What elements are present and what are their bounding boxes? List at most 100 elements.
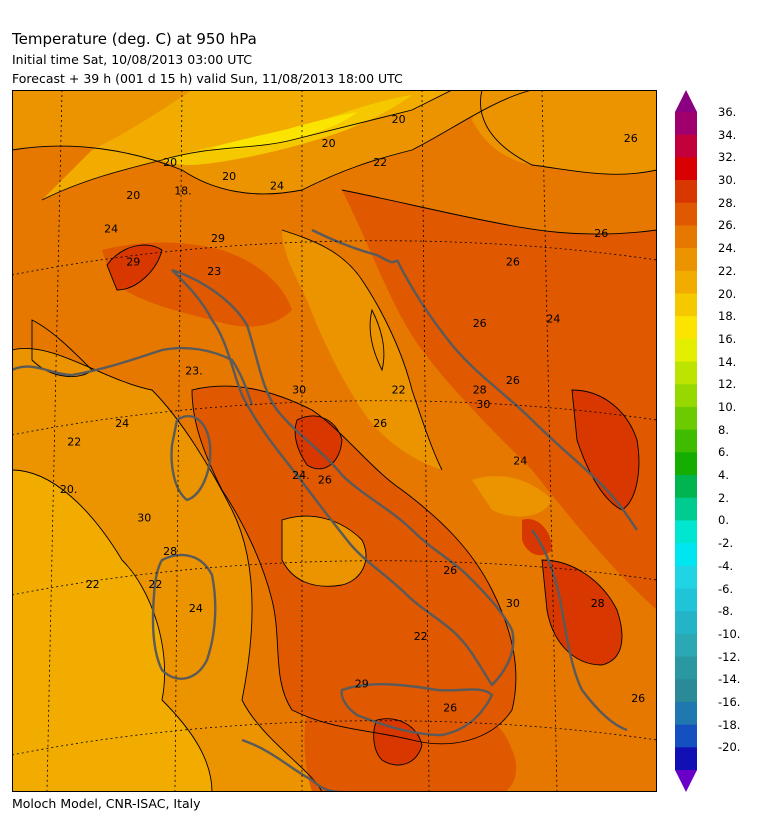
colorbar-label: 18.	[718, 309, 737, 324]
contour-label: 29	[355, 678, 369, 691]
contour-label: 26	[473, 317, 487, 330]
contour-label: 29	[211, 232, 225, 245]
contour-label: 22	[86, 578, 100, 591]
colorbar-label: 14.	[718, 354, 737, 369]
colorbar-cell	[675, 543, 697, 567]
colorbar-label: 34.	[718, 127, 737, 142]
contour-label: 24	[270, 180, 284, 193]
colorbar-label: -16.	[718, 694, 741, 709]
contour-label: 24	[115, 417, 129, 430]
coastline-adriatic-east	[395, 259, 638, 531]
colorbar-cell	[675, 656, 697, 680]
colorbar-label: -10.	[718, 626, 741, 641]
contour-label: 24	[513, 455, 527, 468]
contour-label: 26	[506, 256, 520, 269]
colorbar-cell	[675, 633, 697, 658]
colorbar-label: -6.	[718, 581, 734, 596]
contour-label: 24	[189, 602, 203, 615]
contour-label: 20	[392, 113, 406, 126]
contour-label: 26	[624, 132, 638, 145]
colorbar-cell	[675, 384, 697, 408]
colorbar-cell	[675, 112, 697, 136]
contour-label: 22	[67, 436, 81, 449]
contour-label: 23	[207, 265, 221, 278]
colorbar-cell	[675, 724, 697, 748]
colorbar-label: 8.	[718, 422, 729, 437]
contour-label: 26	[443, 564, 457, 577]
graticule	[12, 90, 657, 792]
colorbar-label: 16.	[718, 331, 737, 346]
colorbar-label: 24.	[718, 241, 737, 256]
colorbar-cell	[675, 270, 697, 295]
forecast-time: Forecast + 39 h (001 d 15 h) valid Sun, …	[12, 71, 403, 86]
colorbar-cell	[675, 747, 697, 771]
contour-label: 24	[104, 222, 118, 235]
colorbar-label: 32.	[718, 150, 737, 165]
coastline-sicily	[340, 683, 494, 737]
contour-label: 26	[594, 227, 608, 240]
contour-label: 20	[222, 170, 236, 183]
model-credit: Moloch Model, CNR-ISAC, Italy	[12, 796, 201, 811]
colorbar-cell	[675, 248, 697, 272]
colorbar-cell	[675, 406, 697, 431]
coastline-venice	[311, 228, 398, 264]
contour-label: 26	[631, 692, 645, 705]
contour-label: 24	[546, 312, 560, 325]
contour-label: 22	[414, 630, 428, 643]
colorbar-cell	[675, 701, 697, 726]
colorbar-cell	[675, 316, 697, 340]
temperature-map: 20 18. 20 24 20 24 20 22 20 26 26 26 26 24 29 29 23 23. 30…	[12, 90, 657, 792]
colorbar-label: 0.	[718, 513, 729, 528]
contour-label: 24.	[292, 469, 310, 482]
isotherm-lines	[12, 90, 657, 792]
contour-label: 23.	[185, 365, 203, 378]
contour-label: 28	[163, 545, 177, 558]
field-30-alps	[107, 245, 162, 290]
colorbar-label: 36.	[718, 105, 737, 119]
colorbar-cell	[675, 475, 697, 499]
contour-label: 28	[473, 384, 487, 397]
contour-label: 22	[373, 156, 387, 169]
colorbar-cell	[675, 497, 697, 521]
field-18-core	[212, 112, 357, 150]
colorbar-cell	[675, 134, 697, 158]
colorbar-label: 4.	[718, 468, 729, 482]
colorbar-label: -20.	[718, 740, 741, 755]
coastline-liguria	[71, 346, 254, 406]
colorbar-top-arrow	[675, 90, 697, 112]
coastline-france	[12, 365, 73, 377]
colorbar	[675, 90, 697, 792]
contour-label: 20	[126, 189, 140, 202]
coastlines	[12, 228, 638, 792]
colorbar-label: 2.	[718, 490, 729, 505]
colorbar-label: 12.	[718, 377, 737, 392]
colorbar-label: -2.	[718, 536, 734, 551]
field-24-po	[282, 230, 442, 470]
field-20-west	[12, 470, 212, 792]
coastline-greece	[531, 529, 628, 732]
colorbar-label: 20.	[718, 286, 737, 301]
contour-label: 30	[506, 597, 520, 610]
colorbar-label: 6.	[718, 445, 729, 460]
field-30-balkan	[572, 390, 639, 510]
colorbar-label: 28.	[718, 195, 737, 210]
coastline-corsica	[170, 414, 212, 502]
field-24-ne	[472, 90, 657, 175]
initial-time: Initial time Sat, 10/08/2013 03:00 UTC	[12, 52, 253, 67]
contour-label: 18.	[174, 184, 192, 197]
contour-label: 28	[591, 597, 605, 610]
contour-label: 22	[392, 384, 406, 397]
colorbar-label: 26.	[718, 218, 737, 233]
colorbar-cell	[675, 225, 697, 249]
field-24-tyrrhenian	[282, 516, 366, 587]
field-30-ionian	[542, 560, 622, 665]
colorbar-cell	[675, 611, 697, 635]
colorbar-cell	[675, 588, 697, 612]
contour-label: 22	[148, 578, 162, 591]
colorbar-label: -12.	[718, 649, 741, 664]
colorbar-label: 30.	[718, 173, 737, 188]
field-28-balkans	[342, 190, 657, 610]
coastline-italy	[171, 268, 515, 687]
colorbar-cell	[675, 202, 697, 226]
colorbar-label: -18.	[718, 717, 741, 732]
